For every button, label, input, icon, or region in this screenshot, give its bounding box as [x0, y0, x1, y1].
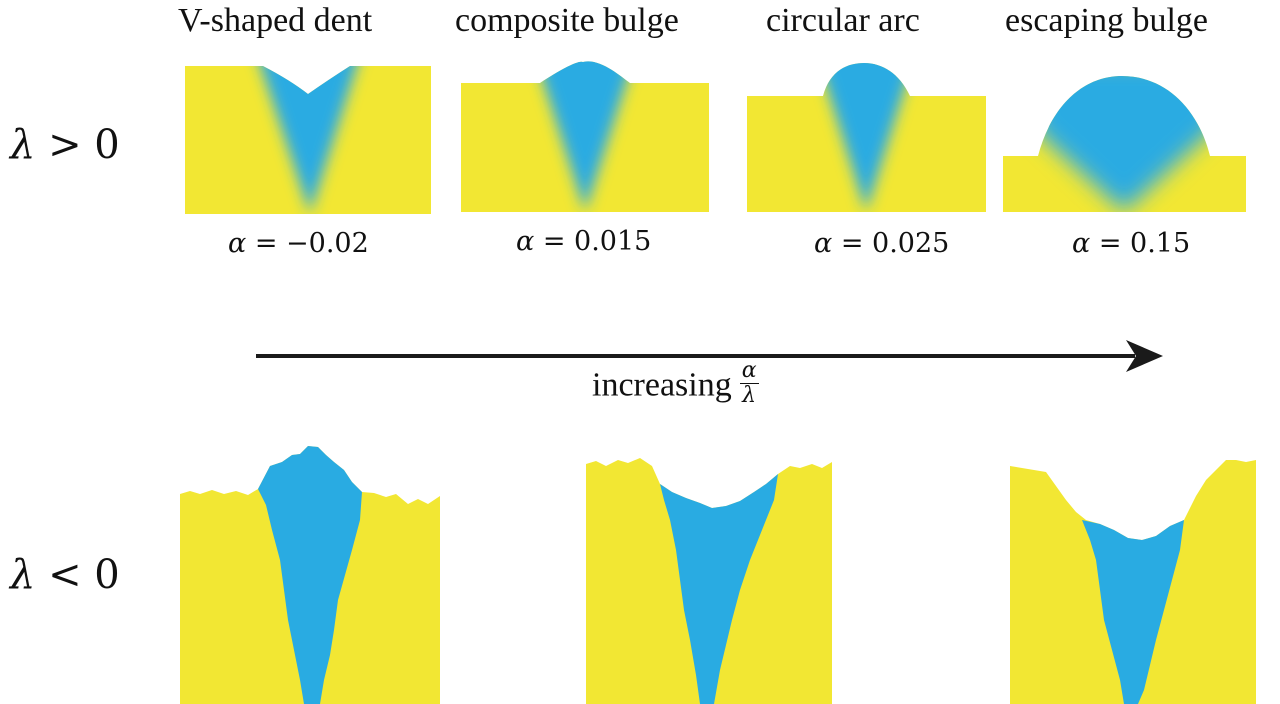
panel-escaping-bulge [1003, 76, 1246, 212]
increasing-arrow [256, 340, 1163, 372]
title-composite-bulge: composite bulge [455, 2, 679, 39]
alpha-label-3: α = 0.025 [814, 228, 950, 259]
panel-negative-lambda-1 [180, 446, 440, 704]
panel-circular-arc [747, 63, 986, 212]
title-escaping-bulge: escaping bulge [1005, 2, 1208, 39]
panel-composite-bulge [461, 61, 709, 212]
row-label-lambda-positive: λ > 0 [10, 122, 120, 168]
panel-negative-lambda-3 [1010, 460, 1256, 704]
panel-v-shaped-dent [185, 66, 431, 214]
arrow-label: increasing α λ [592, 358, 759, 408]
alpha-label-2: α = 0.015 [516, 226, 652, 257]
title-circular-arc: circular arc [766, 2, 920, 39]
panel-negative-lambda-2 [586, 458, 832, 704]
row-label-lambda-negative: λ < 0 [10, 552, 120, 598]
alpha-label-4: α = 0.15 [1072, 228, 1191, 259]
title-v-shaped-dent: V-shaped dent [178, 2, 373, 39]
alpha-label-1: α = −0.02 [228, 228, 369, 259]
